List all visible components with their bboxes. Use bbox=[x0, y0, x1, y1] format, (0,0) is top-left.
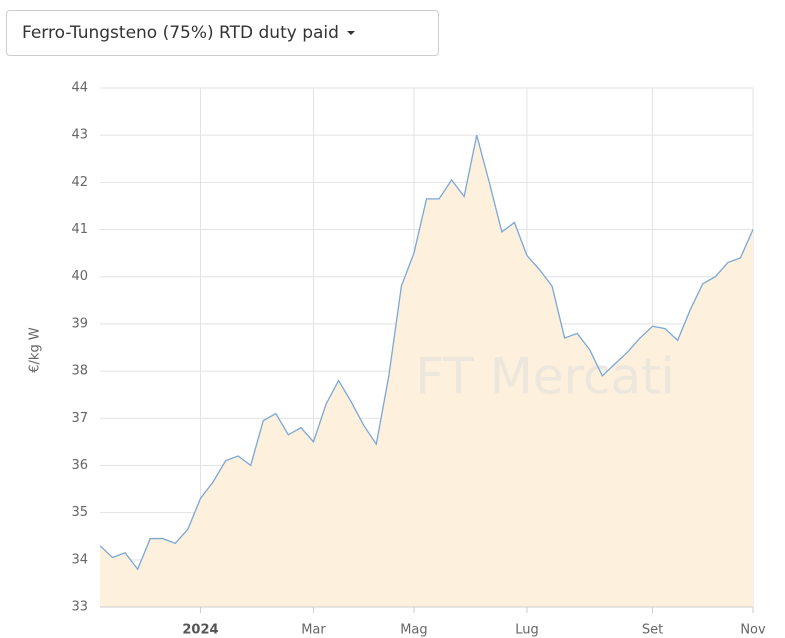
x-tick-label: 2024 bbox=[182, 623, 218, 638]
series-dropdown[interactable]: Ferro-Tungsteno (75%) RTD duty paid bbox=[6, 10, 439, 56]
y-tick-label: 41 bbox=[71, 222, 88, 237]
y-tick-label: 36 bbox=[71, 458, 88, 473]
x-tick-label: Mag bbox=[400, 623, 427, 638]
y-tick-label: 44 bbox=[71, 81, 88, 96]
area bbox=[100, 135, 753, 607]
y-tick-label: 39 bbox=[71, 316, 88, 331]
y-tick-label: 42 bbox=[71, 175, 88, 190]
y-tick-label: 33 bbox=[71, 600, 88, 615]
line bbox=[99, 135, 754, 571]
watermark: FT Mercati bbox=[415, 348, 674, 406]
y-tick-label: 34 bbox=[71, 552, 88, 567]
y-tick-label: 37 bbox=[71, 411, 88, 426]
x-tick-label: Mar bbox=[301, 623, 326, 638]
y-axis-title: €/kg W bbox=[28, 327, 43, 373]
y-tick-label: 43 bbox=[71, 128, 88, 143]
x-tick-label: Set bbox=[642, 623, 663, 638]
dropdown-caret bbox=[346, 31, 355, 35]
y-tick-label: 35 bbox=[71, 505, 88, 520]
dropdown-label: Ferro-Tungsteno (75%) RTD duty paid bbox=[22, 23, 339, 43]
x-tick-label: Nov bbox=[740, 623, 766, 638]
y-tick-label: 38 bbox=[71, 364, 88, 379]
y-tick-label: 40 bbox=[71, 269, 88, 284]
x-tick-label: Lug bbox=[515, 623, 539, 638]
